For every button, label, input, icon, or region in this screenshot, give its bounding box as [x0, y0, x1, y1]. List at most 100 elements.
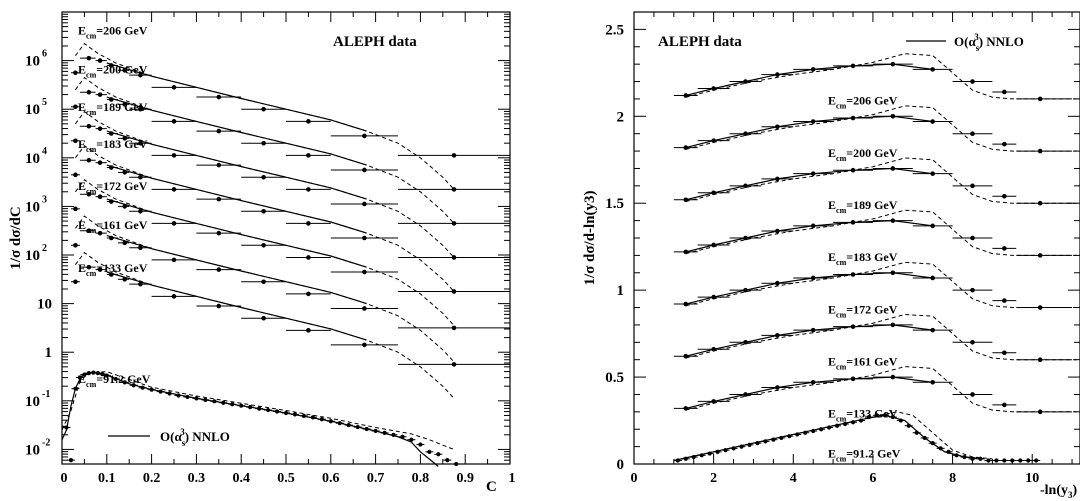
left-data-point: [451, 153, 457, 158]
left-data-point: [176, 393, 181, 398]
left-data-point: [362, 201, 367, 207]
left-nnlo-curve: [106, 164, 367, 234]
left-data-point: [306, 328, 311, 333]
right-data-point: [683, 93, 689, 98]
left-data-point: [328, 419, 333, 424]
left-y-tick-label: 10: [37, 297, 52, 313]
left-data-point: [108, 235, 114, 241]
left-nnlo-curve: [106, 62, 367, 132]
left-data-point: [362, 167, 367, 173]
left-data-point: [185, 394, 190, 400]
left-y-tick-label: 1: [45, 345, 53, 361]
right-data-point: [850, 324, 856, 329]
right-data-point: [1026, 458, 1031, 463]
left-series-label: Ecm=206 GeV: [78, 23, 148, 40]
right-data-point: [890, 322, 896, 328]
right-data-point: [723, 447, 728, 453]
left-data-point: [364, 426, 369, 432]
left-data-point: [86, 228, 92, 234]
left-data-point: [73, 70, 78, 76]
left-series: [70, 76, 510, 224]
right-data-point: [683, 456, 688, 461]
right-y-tick-label: 1.5: [605, 196, 624, 212]
right-data-point: [699, 453, 704, 458]
right-data-point: [1002, 89, 1007, 95]
left-data-point: [86, 371, 91, 376]
left-legend-label: O(αs3) NNLO: [160, 427, 230, 448]
right-data-point: [1002, 246, 1007, 251]
right-data-point: [1002, 458, 1007, 463]
right-nnlo-dashed-curve: [685, 53, 1080, 100]
right-data-point: [711, 294, 716, 300]
right-x-tick-label: 2: [710, 471, 717, 486]
left-data-point: [257, 406, 262, 411]
right-nnlo-dashed-curve: [685, 157, 1080, 204]
left-series-label: Ecm=91.2 GeV: [78, 372, 151, 389]
right-nnlo-curve: [685, 219, 933, 253]
right-data-point: [890, 218, 896, 223]
left-data-point: [451, 187, 457, 192]
left-data-point: [261, 140, 266, 146]
right-y-axis-label: 1/σ dσ/d-ln(y3): [582, 190, 598, 285]
right-data-point: [970, 287, 975, 293]
right-nnlo-curve: [685, 324, 933, 357]
right-data-point: [922, 435, 927, 441]
right-nnlo-dashed-curve: [685, 366, 1080, 413]
right-data-point: [1002, 402, 1007, 408]
left-legend: O(αs3) NNLO: [108, 427, 230, 448]
right-data-point: [930, 275, 935, 281]
right-data-point: [743, 392, 748, 397]
right-data-point: [743, 131, 748, 136]
left-data-point: [167, 391, 172, 396]
right-y-tick-label: 0.5: [605, 370, 624, 386]
left-data-point: [108, 199, 114, 204]
right-data-point: [1037, 305, 1043, 310]
left-data-point: [138, 208, 143, 214]
left-y-tick-label: 10: [25, 151, 40, 167]
right-data-point: [683, 406, 689, 411]
right-data-point: [711, 346, 716, 352]
left-data-point: [97, 92, 103, 97]
left-data-point: [140, 385, 145, 390]
left-series: [70, 179, 510, 326]
left-nnlo-curve: [106, 235, 367, 305]
left-data-point: [382, 430, 387, 435]
right-nnlo-dashed-curve: [673, 411, 993, 461]
right-series: [673, 105, 1080, 154]
right-data-point: [970, 131, 975, 136]
right-data-point: [803, 430, 808, 435]
left-data-point: [73, 138, 78, 144]
right-data-point: [771, 437, 776, 442]
right-nnlo-dashed-curve: [685, 313, 1080, 361]
left-data-point: [216, 162, 222, 168]
left-series: [70, 42, 510, 190]
left-data-point: [113, 376, 118, 382]
left-y-tick-label: 10: [25, 102, 40, 118]
right-data-point: [890, 166, 896, 171]
right-x-tick-label: 4: [790, 471, 797, 486]
right-data-point: [978, 456, 983, 461]
right-data-point: [970, 183, 975, 189]
left-data-point: [73, 104, 78, 110]
left-plot-frame: [61, 11, 511, 465]
left-data-point: [73, 386, 78, 391]
right-data-point: [930, 119, 935, 124]
left-data-point: [97, 58, 103, 63]
left-chart-title: ALEPH data: [333, 34, 417, 50]
right-series-label: Ecm=206 GeV: [828, 94, 898, 111]
right-data-point: [930, 441, 935, 446]
right-data-point: [842, 421, 848, 427]
left-nnlo-curve: [106, 198, 367, 268]
left-data-point: [171, 119, 177, 124]
right-data-point: [743, 183, 748, 189]
left-data-point: [138, 245, 143, 251]
right-data-point: [775, 333, 780, 338]
left-x-tick-label: 0.2: [143, 471, 161, 486]
right-x-tick-label: 8: [949, 471, 956, 486]
left-data-point: [216, 128, 222, 134]
right-data-point: [866, 414, 872, 420]
left-series-label: Ecm=172 GeV: [78, 179, 148, 196]
right-data-point: [1002, 141, 1007, 147]
